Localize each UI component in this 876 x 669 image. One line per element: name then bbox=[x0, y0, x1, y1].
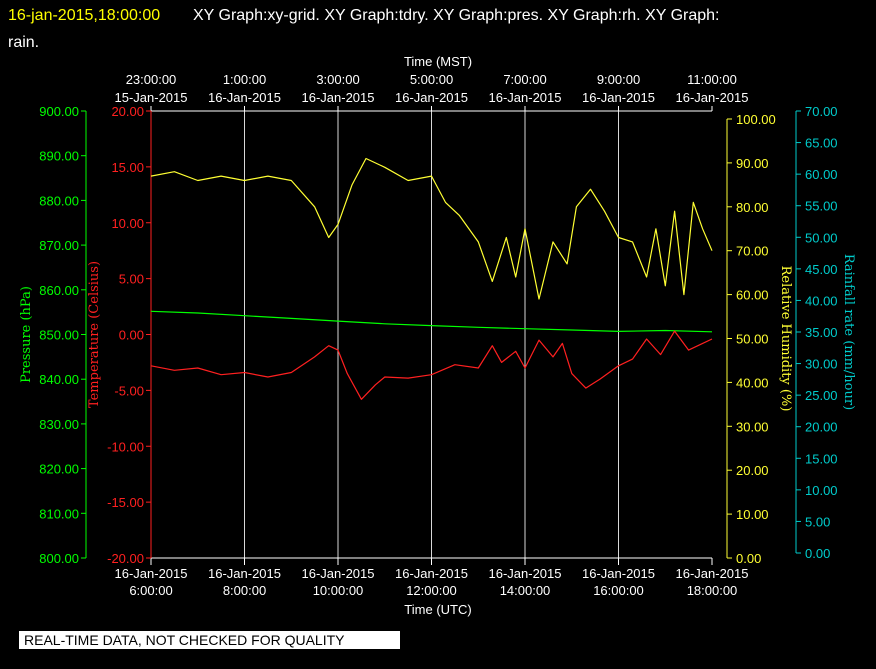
x-tick-label-time: 10:00:00 bbox=[313, 583, 364, 598]
temperature-tick-label: 15.00 bbox=[111, 160, 144, 175]
x-tick-top-label-date: 16-Jan-2015 bbox=[302, 90, 375, 105]
humidity-tick-label: 100.00 bbox=[736, 112, 776, 127]
top-axis-title: Time (MST) bbox=[404, 54, 472, 69]
pressure-tick-label: 870.00 bbox=[39, 238, 79, 253]
pressure-tick-label: 810.00 bbox=[39, 506, 79, 521]
pressure-tick-label: 880.00 bbox=[39, 193, 79, 208]
series-lines bbox=[150, 157, 713, 400]
temperature-tick-label: -10.00 bbox=[107, 439, 144, 454]
rain-tick-label: 55.00 bbox=[805, 199, 838, 214]
x-tick-label-date: 16-Jan-2015 bbox=[208, 566, 281, 581]
x-tick-label-time: 12:00:00 bbox=[406, 583, 457, 598]
header-graph-list-cont: rain. bbox=[8, 34, 39, 51]
grid-lines bbox=[244, 111, 619, 558]
temperature-tick-label: 0.00 bbox=[119, 328, 144, 343]
rain-tick-label: 40.00 bbox=[805, 293, 838, 308]
rain-tick-label: 70.00 bbox=[805, 104, 838, 119]
rain-tick-label: 45.00 bbox=[805, 262, 838, 277]
x-tick-top-label-time: 3:00:00 bbox=[316, 72, 359, 87]
rain-tick-label: 35.00 bbox=[805, 325, 838, 340]
top-axis-label: Time (MST) bbox=[404, 54, 472, 69]
pressure-tick-label: 860.00 bbox=[39, 283, 79, 298]
x-tick-top-label-time: 11:00:00 bbox=[687, 72, 737, 87]
x-tick-top-label-date: 16-Jan-2015 bbox=[489, 90, 562, 105]
x-tick-top-label-time: 1:00:00 bbox=[223, 72, 266, 87]
x-tick-label-date: 16-Jan-2015 bbox=[302, 566, 375, 581]
x-tick-label-time: 14:00:00 bbox=[500, 583, 551, 598]
humidity-tick-label: 0.00 bbox=[736, 551, 761, 566]
x-tick-top-label-time: 7:00:00 bbox=[503, 72, 546, 87]
temperature-tick-label: 5.00 bbox=[119, 272, 144, 287]
x-tick-label-date: 16-Jan-2015 bbox=[582, 566, 655, 581]
pressure-tick-label: 840.00 bbox=[39, 372, 79, 387]
quality-notice-text: REAL-TIME DATA, NOT CHECKED FOR QUALITY bbox=[24, 632, 345, 648]
pressure-tick-label: 830.00 bbox=[39, 417, 79, 432]
x-tick-label-date: 16-Jan-2015 bbox=[489, 566, 562, 581]
rain-tick-label: 25.00 bbox=[805, 388, 838, 403]
temperature-tick-label: 20.00 bbox=[111, 104, 144, 119]
x-tick-top-label-date: 16-Jan-2015 bbox=[208, 90, 281, 105]
bottom-axis-title: Time (UTC) bbox=[404, 602, 471, 617]
x-tick-label-time: 6:00:00 bbox=[129, 583, 172, 598]
x-tick-top-label-date: 16-Jan-2015 bbox=[582, 90, 655, 105]
humidity-tick-label: 10.00 bbox=[736, 507, 769, 522]
pressure-axis-label: Pressure (hPa) bbox=[19, 286, 34, 383]
x-tick-label-date: 16-Jan-2015 bbox=[676, 566, 749, 581]
rain-axis-label: Rainfall rate (mm/hour) bbox=[841, 254, 856, 410]
humidity-axis-label: Relative Humidity (%) bbox=[778, 266, 793, 412]
humidity-tick-label: 60.00 bbox=[736, 288, 769, 303]
humidity-tick-label: 20.00 bbox=[736, 463, 769, 478]
x-tick-top-label-time: 9:00:00 bbox=[597, 72, 640, 87]
humidity-series-line bbox=[150, 157, 713, 300]
temperature-tick-label: 10.00 bbox=[111, 216, 144, 231]
rain-tick-label: 60.00 bbox=[805, 167, 838, 182]
header-graph-list: XY Graph:xy-grid. XY Graph:tdry. XY Grap… bbox=[193, 7, 719, 24]
rain-tick-label: 0.00 bbox=[805, 546, 830, 561]
pressure-tick-label: 820.00 bbox=[39, 462, 79, 477]
quality-notice-bg bbox=[19, 631, 400, 649]
humidity-tick-label: 30.00 bbox=[736, 419, 769, 434]
humidity-tick-label: 80.00 bbox=[736, 200, 769, 215]
humidity-tick-label: 50.00 bbox=[736, 332, 769, 347]
x-tick-label-date: 16-Jan-2015 bbox=[115, 566, 188, 581]
pressure-series-line bbox=[150, 310, 713, 333]
bottom-axis-label: Time (UTC) bbox=[404, 602, 471, 617]
temperature-series-line bbox=[150, 330, 713, 400]
quality-notice: REAL-TIME DATA, NOT CHECKED FOR QUALITY bbox=[19, 631, 400, 649]
rain-tick-label: 15.00 bbox=[805, 451, 838, 466]
temperature-tick-label: -20.00 bbox=[107, 551, 144, 566]
x-tick-label-date: 16-Jan-2015 bbox=[395, 566, 468, 581]
x-tick-label-time: 16:00:00 bbox=[593, 583, 644, 598]
x-tick-top-label-time: 5:00:00 bbox=[410, 72, 453, 87]
header-timestamp: 16-jan-2015,18:00:00 bbox=[8, 7, 160, 24]
pressure-tick-label: 890.00 bbox=[39, 149, 79, 164]
humidity-tick-label: 40.00 bbox=[736, 375, 769, 390]
temperature-tick-label: -15.00 bbox=[107, 495, 144, 510]
rain-tick-label: 5.00 bbox=[805, 514, 830, 529]
pressure-tick-label: 800.00 bbox=[39, 551, 79, 566]
header: 16-jan-2015,18:00:00 XY Graph:xy-grid. X… bbox=[8, 7, 719, 51]
humidity-tick-label: 90.00 bbox=[736, 156, 769, 171]
x-tick-top-label-date: 15-Jan-2015 bbox=[115, 90, 188, 105]
humidity-tick-label: 70.00 bbox=[736, 244, 769, 259]
x-tick-top-label-date: 16-Jan-2015 bbox=[676, 90, 749, 105]
temperature-tick-label: -5.00 bbox=[114, 383, 144, 398]
rain-tick-label: 50.00 bbox=[805, 230, 838, 245]
rain-tick-label: 10.00 bbox=[805, 483, 838, 498]
temperature-axis-label: Temperature (Celsius) bbox=[87, 261, 102, 408]
axis-ticks: 16-Jan-2015 6:00:00 16-Jan-2015 8:00:00 16-J… bbox=[19, 72, 856, 598]
x-tick-top-label-date: 16-Jan-2015 bbox=[395, 90, 468, 105]
pressure-tick-label: 900.00 bbox=[39, 104, 79, 119]
rain-tick-label: 65.00 bbox=[805, 136, 838, 151]
x-tick-label-time: 18:00:00 bbox=[687, 583, 738, 598]
rain-tick-label: 30.00 bbox=[805, 357, 838, 372]
x-tick-label-time: 8:00:00 bbox=[223, 583, 266, 598]
pressure-tick-label: 850.00 bbox=[39, 328, 79, 343]
rain-tick-label: 20.00 bbox=[805, 420, 838, 435]
x-tick-top-label-time: 23:00:00 bbox=[126, 72, 177, 87]
